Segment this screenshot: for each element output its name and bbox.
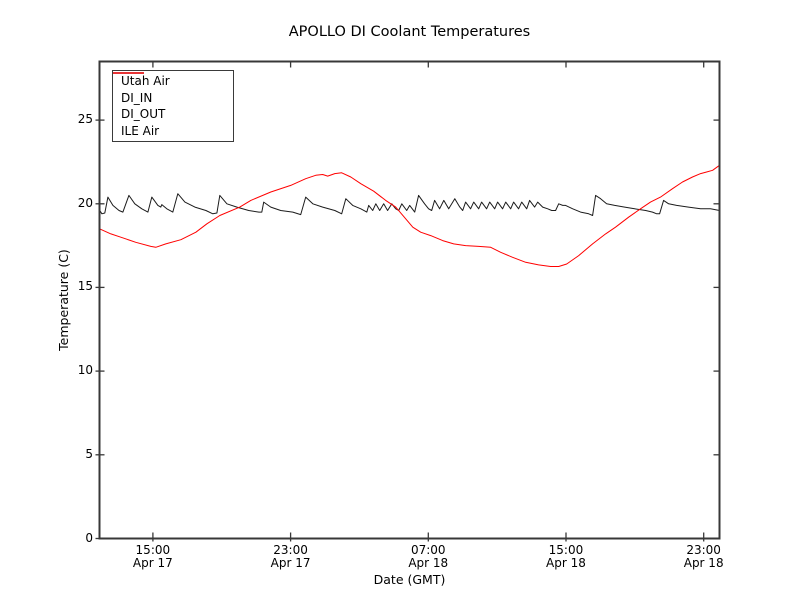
x-axis-label: Date (GMT) [373, 572, 446, 587]
legend-item: ILE Air [113, 72, 233, 139]
series-line-utah-air [99, 193, 720, 216]
legend-item: DI_IN [113, 72, 233, 106]
legend: Utah Air DI_IN DI_OUT ILE Air [112, 70, 234, 142]
y-tick-label: 10 [77, 363, 93, 378]
y-tick-label: 25 [77, 112, 93, 127]
chart-title: APOLLO DI Coolant Temperatures [288, 24, 531, 40]
legend-item: Utah Air [113, 72, 233, 89]
y-tick-label: 15 [77, 279, 93, 294]
x-tick-label: 15:00 Apr 18 [546, 543, 586, 570]
legend-line-sample [113, 72, 144, 74]
x-tick-label: 23:00 Apr 18 [683, 543, 724, 570]
legend-item-label: DI_OUT [121, 107, 166, 122]
y-tick-label: 0 [85, 530, 93, 545]
legend-item-label: Utah Air [121, 73, 170, 88]
legend-item-label: ILE Air [121, 124, 160, 139]
legend-item: DI_OUT [113, 72, 233, 122]
axes-frame [98, 60, 721, 540]
x-tick-label: 07:00 Apr 18 [408, 543, 449, 570]
y-tick-label: 5 [85, 446, 93, 461]
x-tick-label: 15:00 Apr 17 [132, 543, 173, 570]
x-tick-label: 23:00 Apr 17 [270, 543, 311, 570]
series-line-ile-air [99, 164, 720, 267]
y-tick-label: 20 [77, 195, 93, 210]
legend-item-label: DI_IN [121, 90, 153, 105]
